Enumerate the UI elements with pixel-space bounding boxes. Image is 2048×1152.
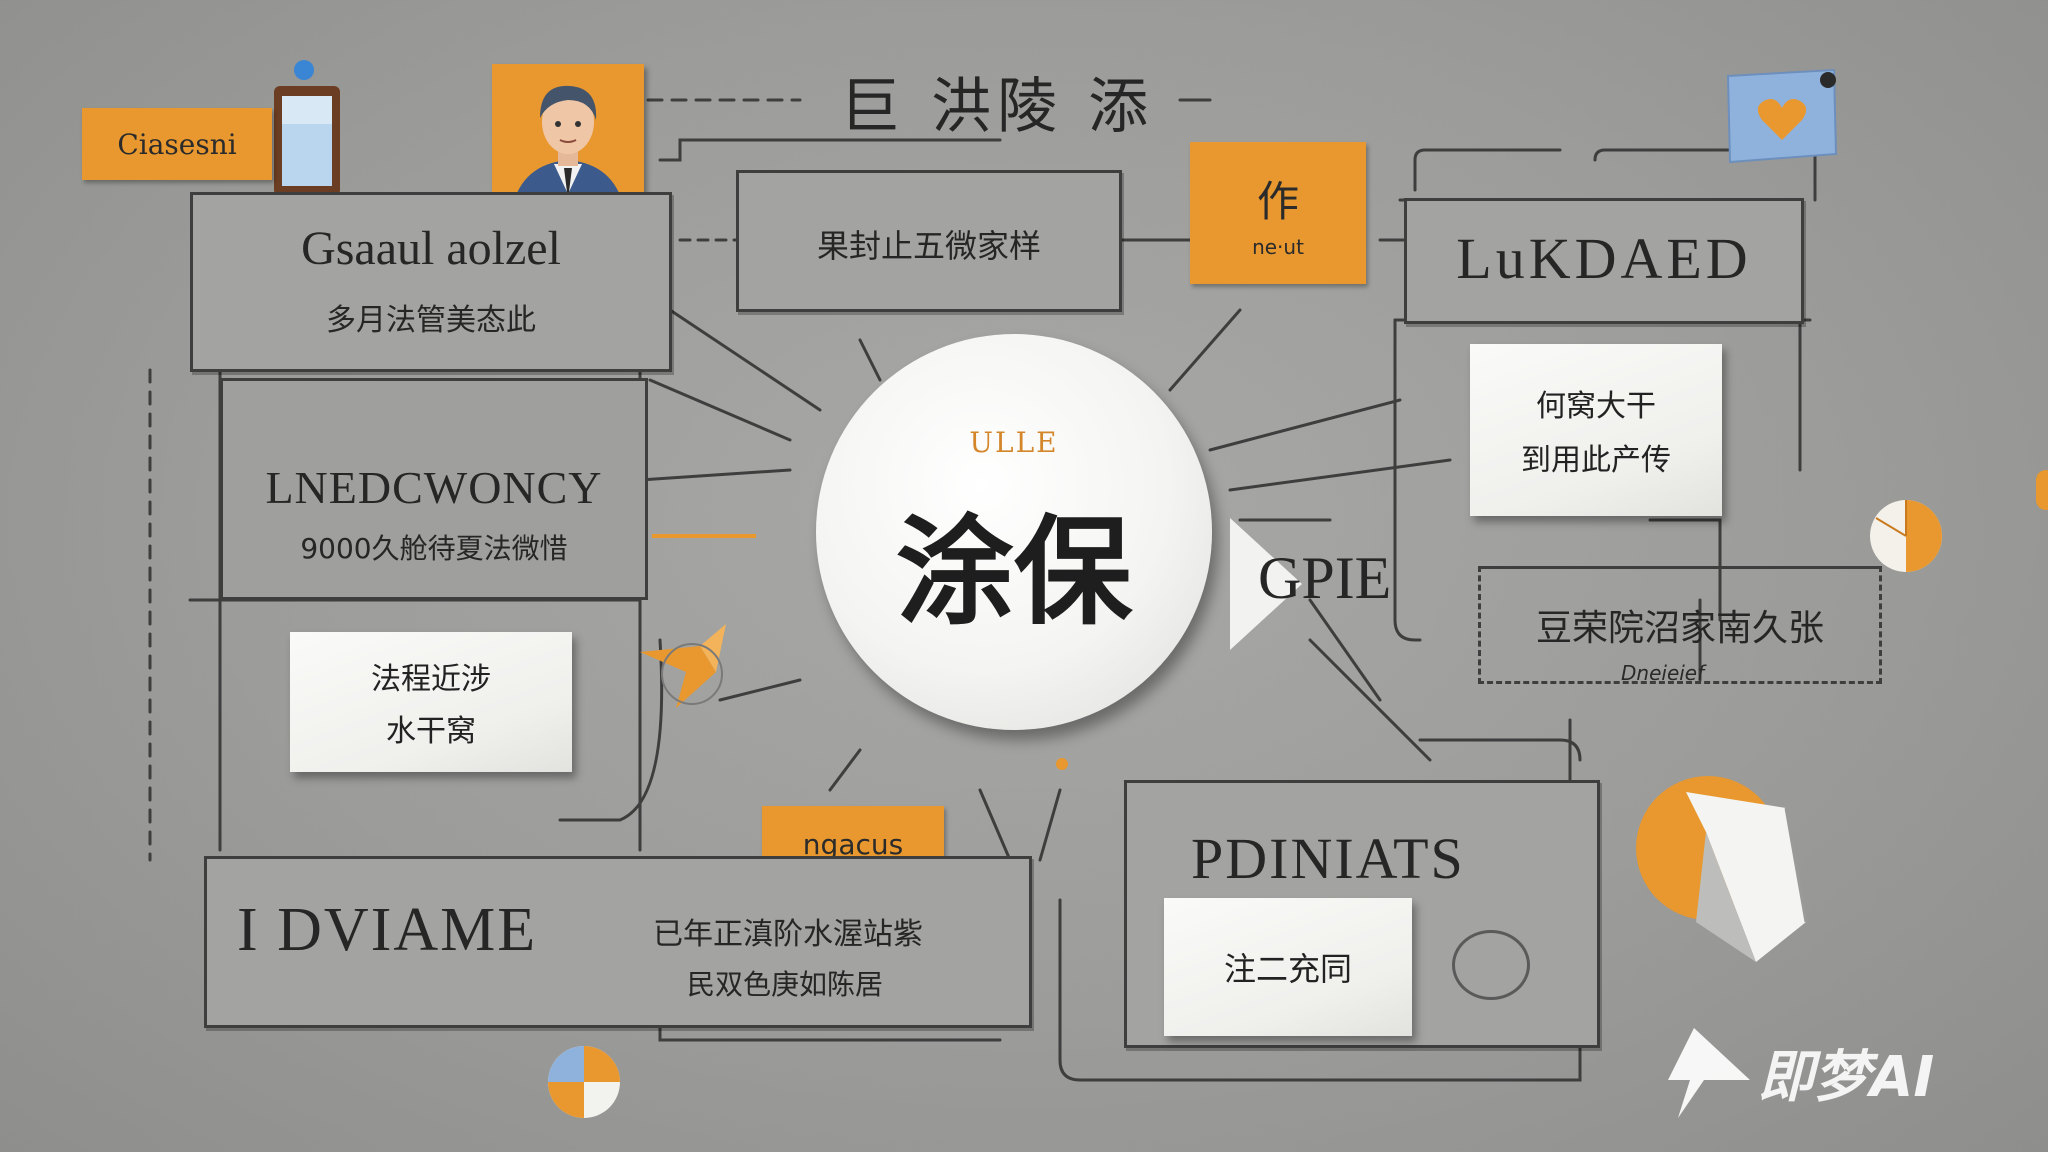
card-bottom-right-text: 注二充同 (1223, 950, 1352, 988)
panel-top-center[interactable]: 果封止五微家样 (736, 170, 1122, 312)
arrow-shape-icon (630, 612, 740, 712)
pie-chart-icon (544, 1042, 624, 1122)
watermark: 即梦AI (1664, 1022, 2024, 1122)
gpie-label: GPIE (1258, 545, 1392, 611)
panel-right-mid[interactable]: 豆荣院沼家南久张 Dneieief (1478, 566, 1882, 685)
heart-note-icon (1722, 66, 1842, 166)
panel-bottom-right-title: PDINIATS (1191, 826, 1465, 891)
center-node-text: 涂保 (895, 502, 1132, 641)
card-right-top[interactable]: 何窝大干 到用此产传 (1470, 344, 1722, 516)
panel-top-left-title: Gsaaul aolzel (301, 222, 561, 275)
panel-left-mid-title: LNEDCWONCY (265, 462, 603, 513)
panel-top-left-subtitle: 多月法管美态此 (326, 303, 536, 338)
panel-left-mid-subtitle: 9000久舱待夏法微惜 (300, 532, 568, 565)
page-title: 巨 洪陵 添 (840, 72, 1155, 142)
card-left-line1: 法程近涉 (371, 662, 491, 697)
panel-right-mid-text: 豆荣院沼家南久张 (1535, 608, 1824, 649)
panel-top-right[interactable]: LuKDAED (1404, 198, 1804, 324)
card-right-top-line1: 何窝大干 (1536, 389, 1656, 424)
panel-bottom-left[interactable]: I DVIAME 已年正滇阶水渥站紫 民双色庚如陈居 (204, 856, 1032, 1028)
category-tag-left[interactable]: Ciasesni (82, 108, 272, 180)
tablet-icon (268, 58, 348, 198)
card-bottom-right[interactable]: 注二充同 (1164, 898, 1412, 1036)
tag-bottom-label: ngacus (802, 827, 904, 861)
card-right-top-line2: 到用此产传 (1521, 443, 1671, 478)
accent-line (652, 534, 756, 538)
tag-top-right[interactable]: 作 ne·ut (1190, 142, 1366, 284)
panel-right-mid-caption: Dneieief (1621, 661, 1705, 685)
folder-icon (1636, 772, 1816, 968)
panel-left-mid[interactable]: LNEDCWONCY 9000久舱待夏法微惜 (220, 378, 648, 600)
watermark-text: 即梦AI (1758, 1044, 1935, 1110)
panel-bottom-left-line1: 已年正滇阶水渥站紫 (653, 917, 923, 952)
edge-dot (2036, 470, 2048, 510)
person-avatar-icon (492, 64, 644, 208)
small-circle (1452, 930, 1530, 1000)
card-left-line2: 水干窝 (386, 714, 476, 749)
center-node[interactable]: ULLE 涂保 (816, 334, 1212, 730)
panel-bottom-left-title: I DVIAME (237, 896, 538, 964)
tag-top-right-label: ne·ut (1252, 234, 1304, 259)
center-pointer (1226, 514, 1306, 654)
panel-top-center-text: 果封止五微家样 (816, 227, 1041, 265)
center-node-label: ULLE (969, 426, 1059, 459)
panel-bottom-left-line2: 民双色庚如陈居 (687, 968, 884, 1001)
panel-top-right-title: LuKDAED (1456, 226, 1752, 291)
card-left[interactable]: 法程近涉 水干窝 (290, 632, 572, 772)
category-tag-left-label: Ciasesni (117, 127, 237, 161)
marker-dot (1056, 758, 1068, 770)
panel-top-left[interactable]: Gsaaul aolzel 多月法管美态此 (190, 192, 672, 372)
watermark-logo-icon (1668, 1028, 1750, 1118)
tag-top-right-glyph: 作 (1256, 176, 1299, 226)
pie-chart-icon (1866, 496, 1946, 576)
